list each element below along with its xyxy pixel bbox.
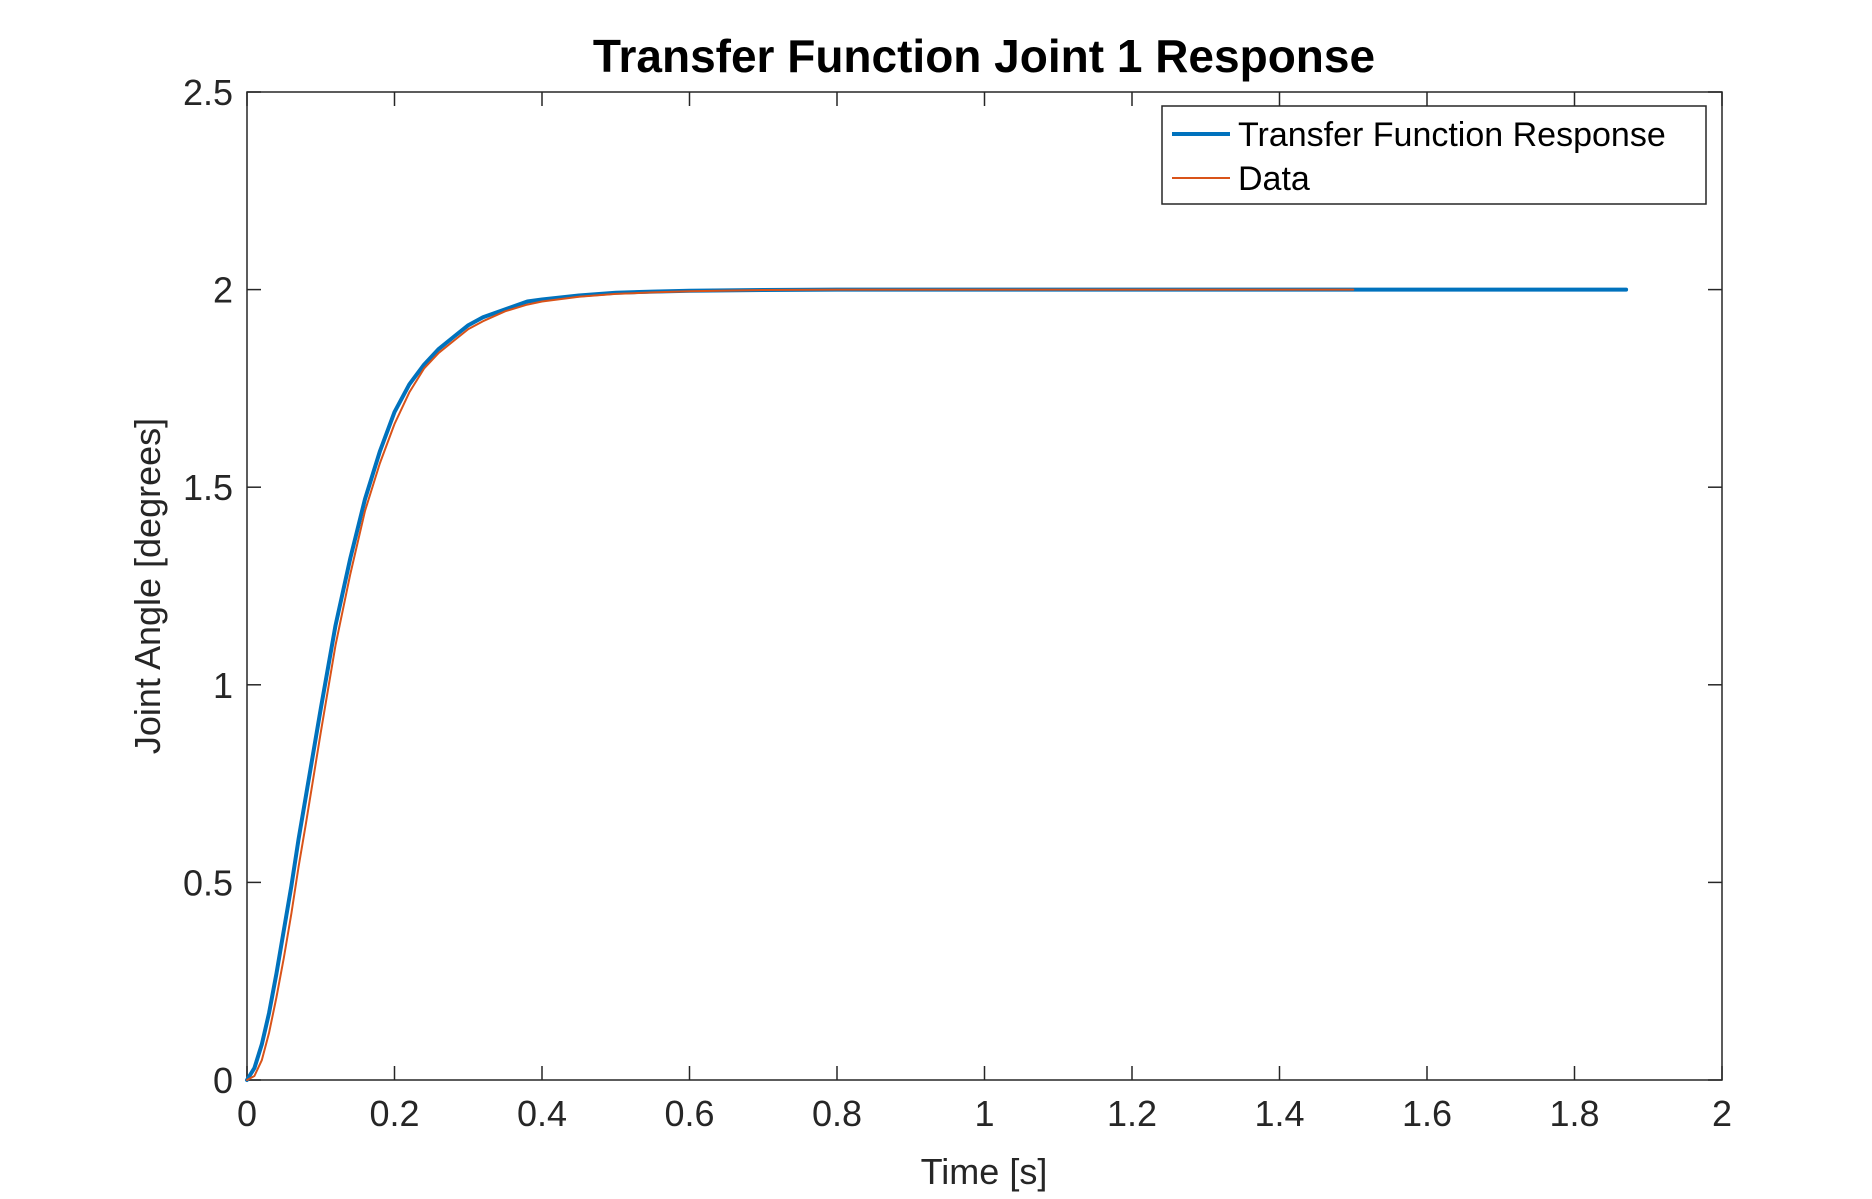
- y-tick-label: 0: [213, 1060, 233, 1101]
- legend: Transfer Function Response Data: [1161, 105, 1707, 205]
- x-tick-label: 2: [1712, 1093, 1732, 1134]
- x-tick-label: 1: [974, 1093, 994, 1134]
- y-tick-label: 0.5: [183, 862, 233, 903]
- y-tick-label: 1: [213, 665, 233, 706]
- x-tick-label: 0.2: [369, 1093, 419, 1134]
- x-tick-label: 1.2: [1107, 1093, 1157, 1134]
- x-tick-label: 0.4: [517, 1093, 567, 1134]
- legend-label-transfer-function-response: Transfer Function Response: [1238, 116, 1666, 154]
- x-tick-label: 0.8: [812, 1093, 862, 1134]
- legend-label-data: Data: [1238, 160, 1310, 198]
- x-tick-label: 1.8: [1549, 1093, 1599, 1134]
- x-tick-label: 0.6: [664, 1093, 714, 1134]
- series-line-data: [246, 288, 1355, 1081]
- plot-area: [246, 91, 1723, 1081]
- x-tick-label: 1.4: [1254, 1093, 1304, 1134]
- x-tick-label: 1.6: [1402, 1093, 1452, 1134]
- y-tick-label: 2.5: [183, 72, 233, 113]
- y-axis-label: Joint Angle [degrees]: [127, 418, 168, 754]
- series-lines: [245, 287, 1629, 1082]
- chart-title: Transfer Function Joint 1 Response: [593, 30, 1375, 82]
- y-tick-label: 1.5: [183, 467, 233, 508]
- x-axis-label: Time [s]: [921, 1151, 1048, 1192]
- axis-ticks: 0 0.2 0.4 0.6 0.8 1 1.2 1.4 1.6 1.8 2 0 0.5 1 1.5 2 2.5: [183, 72, 1732, 1134]
- y-tick-label: 2: [213, 270, 233, 311]
- x-tick-label: 0: [237, 1093, 257, 1134]
- legend-box: [1161, 105, 1707, 205]
